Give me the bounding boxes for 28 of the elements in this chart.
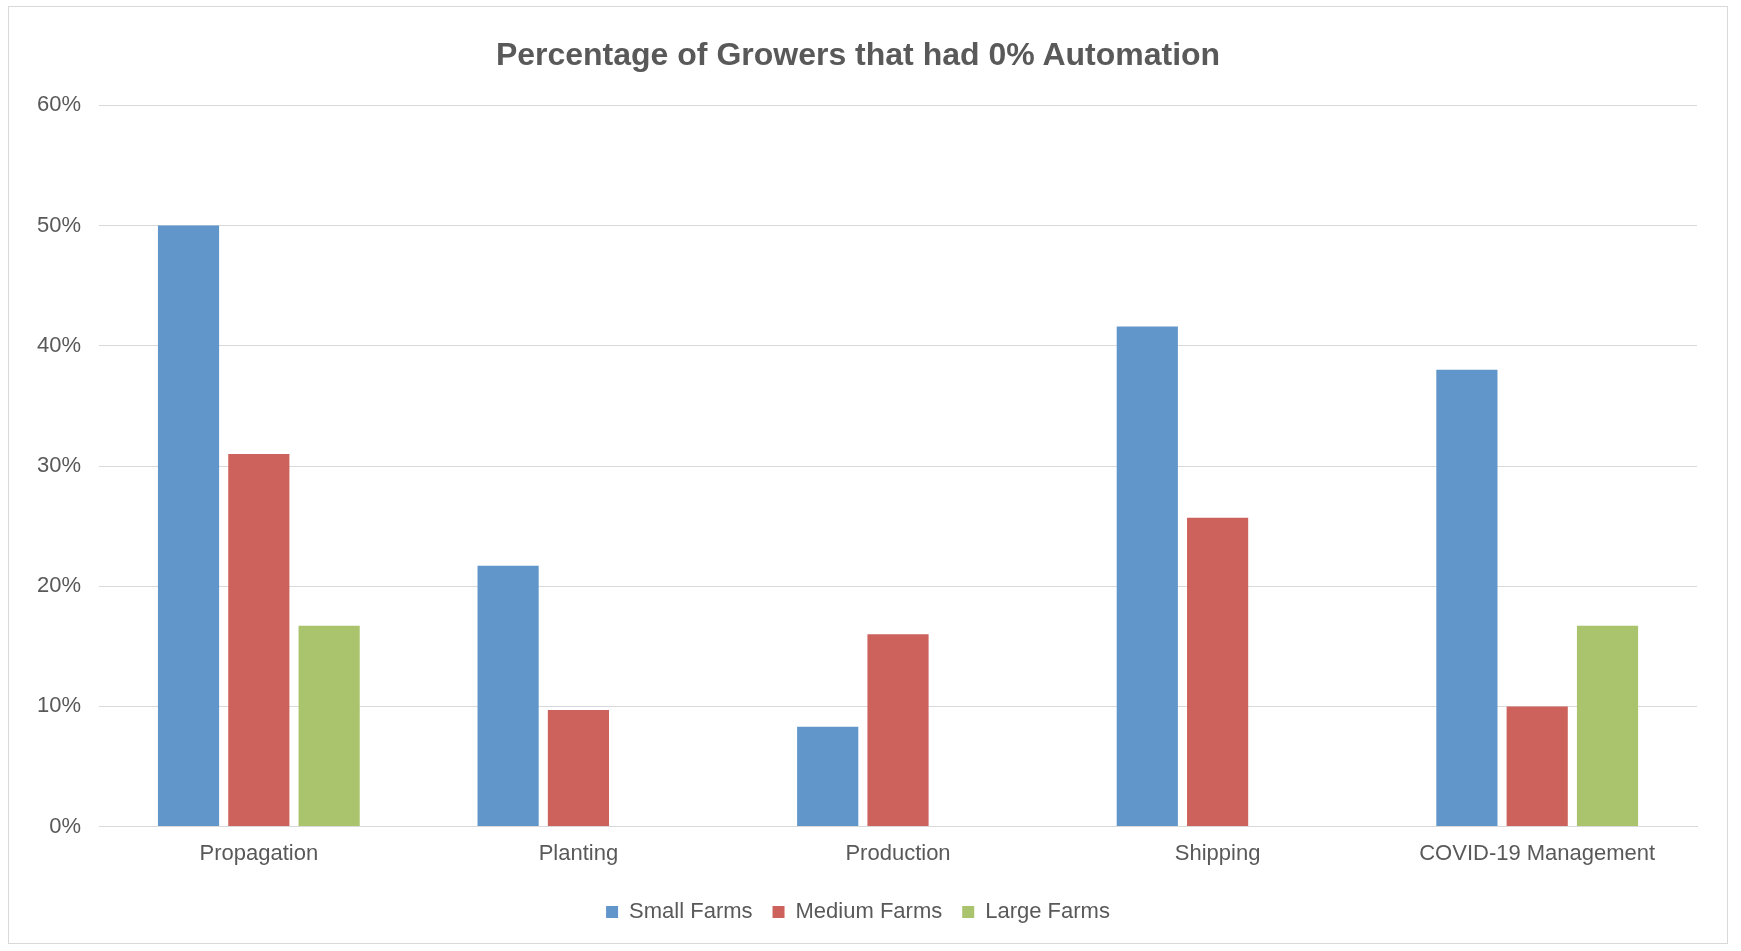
x-tick-label: Propagation [199, 839, 319, 865]
bar [298, 625, 360, 827]
bar [867, 634, 929, 827]
chart-title: Percentage of Growers that had 0% Automation [495, 36, 1221, 73]
bar [477, 565, 539, 827]
y-tick-label: 40% [36, 331, 82, 357]
x-tick-label: COVID-19 Management [1419, 839, 1656, 865]
bar [547, 710, 610, 827]
bar [1576, 625, 1639, 827]
y-tick-label: 20% [36, 572, 82, 598]
y-tick-label: 60% [36, 91, 82, 117]
bar [1436, 369, 1498, 827]
x-tick-label: Shipping [1174, 839, 1261, 865]
y-tick-label: 30% [36, 452, 82, 478]
bar [228, 453, 290, 827]
bar [1116, 326, 1178, 827]
legend-label: Small Farms [629, 898, 753, 924]
y-tick-label: 10% [36, 692, 82, 718]
y-tick-label: 0% [49, 812, 82, 838]
legend-label: Medium Farms [795, 898, 943, 924]
x-tick-label: Planting [538, 839, 619, 865]
bar [797, 726, 859, 827]
y-tick-label: 50% [36, 211, 82, 237]
bar [1506, 706, 1568, 827]
legend-label: Large Farms [985, 898, 1110, 924]
x-tick-label: Production [845, 839, 951, 865]
bar [157, 225, 220, 827]
bar [1187, 517, 1249, 827]
